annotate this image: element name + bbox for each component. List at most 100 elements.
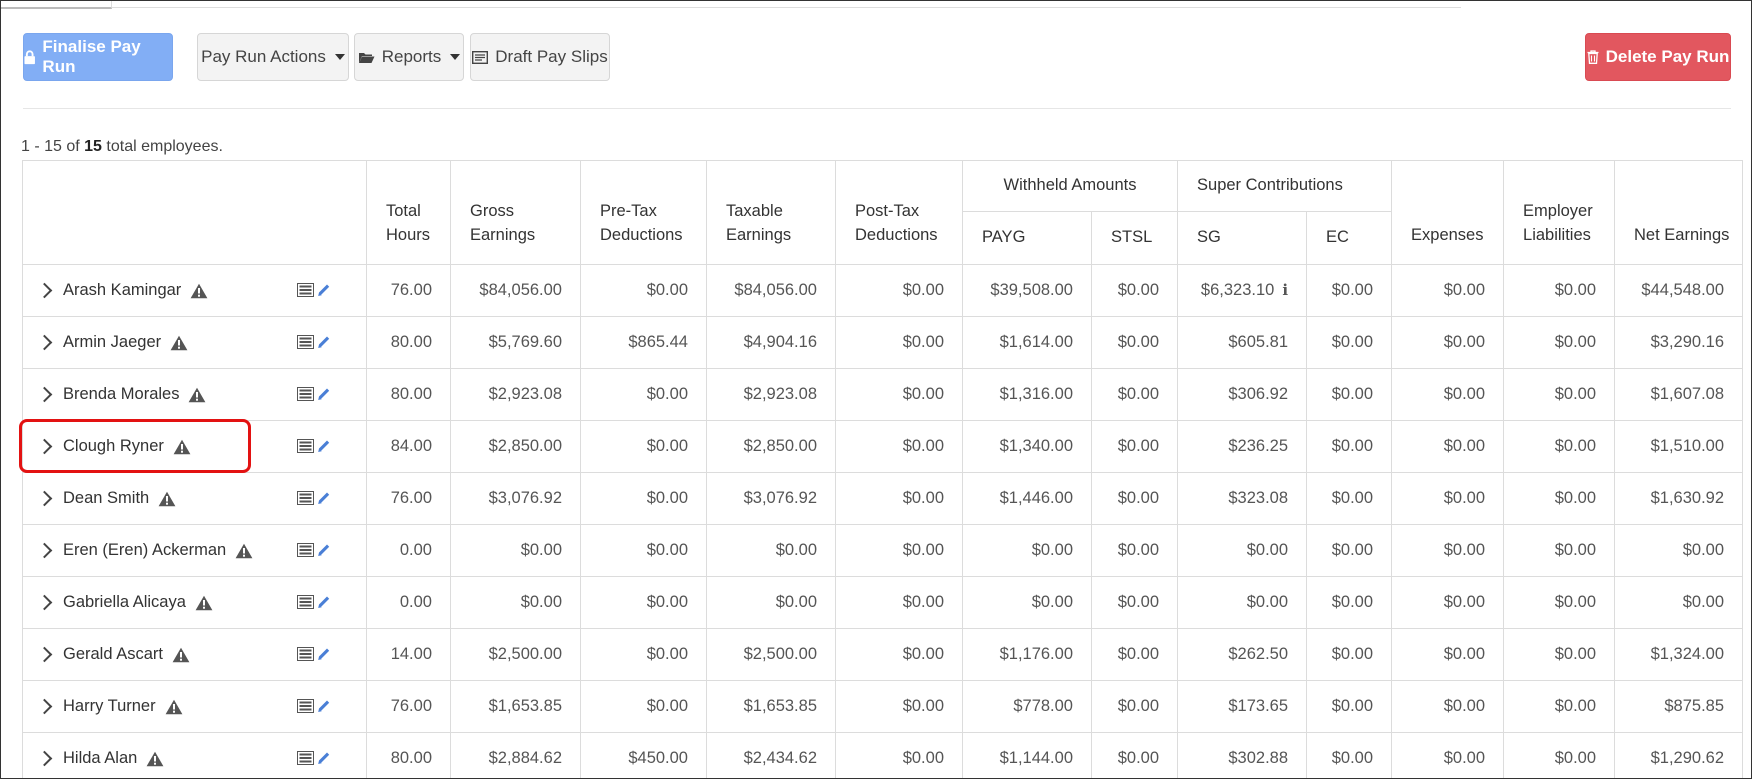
employee-name[interactable]: Dean Smith bbox=[63, 489, 150, 507]
chevron-right-icon[interactable] bbox=[36, 698, 53, 715]
payslip-icon[interactable] bbox=[297, 698, 314, 718]
employee-name[interactable]: Eren (Eren) Ackerman bbox=[63, 541, 227, 559]
gross-value: $2,923.08 bbox=[488, 385, 562, 403]
warning-icon[interactable] bbox=[158, 491, 176, 507]
stsl-value: $0.00 bbox=[1117, 385, 1160, 403]
warning-icon[interactable] bbox=[235, 543, 253, 559]
employee-name[interactable]: Armin Jaeger bbox=[63, 333, 162, 351]
chevron-right-icon[interactable] bbox=[36, 490, 53, 507]
payslip-icon[interactable] bbox=[297, 334, 314, 354]
posttax-cell: $0.00 bbox=[835, 628, 963, 681]
ec-cell: $0.00 bbox=[1306, 368, 1393, 421]
ec-cell: $0.00 bbox=[1306, 316, 1393, 369]
draft-pay-slips-button[interactable]: Draft Pay Slips bbox=[470, 33, 610, 81]
employee-name[interactable]: Harry Turner bbox=[63, 697, 156, 715]
chevron-right-icon[interactable] bbox=[36, 750, 53, 767]
tab-strip bbox=[1, 1, 1461, 9]
warning-icon[interactable] bbox=[172, 647, 190, 663]
employee-name-cell[interactable]: Harry Turner bbox=[22, 680, 367, 733]
warning-icon[interactable] bbox=[146, 751, 164, 767]
warning-icon[interactable] bbox=[190, 283, 208, 299]
warning-icon[interactable] bbox=[173, 439, 191, 455]
hours-value: 14.00 bbox=[390, 645, 432, 663]
employee-name-cell[interactable]: Gabriella Alicaya bbox=[22, 576, 367, 629]
gross-value: $0.00 bbox=[520, 541, 562, 559]
employee-name[interactable]: Gerald Ascart bbox=[63, 645, 163, 663]
employee-name-cell[interactable]: Arash Kamingar bbox=[22, 264, 367, 317]
employee-name[interactable]: Brenda Morales bbox=[63, 385, 180, 403]
hours-cell: 0.00 bbox=[366, 524, 451, 577]
taxable-cell: $2,850.00 bbox=[706, 420, 836, 473]
chevron-right-icon[interactable] bbox=[36, 438, 53, 455]
payslip-icon[interactable] bbox=[297, 282, 314, 302]
table-row[interactable]: Harry Turner 76.00 $1,653.85 $0.00 $1,653.85… bbox=[22, 680, 1744, 733]
edit-icon[interactable] bbox=[317, 334, 331, 354]
table-row[interactable]: Clough Ryner 84.00 $2,850.00 $0.00 $2,850.00… bbox=[22, 420, 1744, 473]
employee-name-cell[interactable]: Brenda Morales bbox=[22, 368, 367, 421]
payslip-icon[interactable] bbox=[297, 438, 314, 458]
edit-icon[interactable] bbox=[317, 750, 331, 770]
posttax-value: $0.00 bbox=[902, 437, 944, 455]
chevron-right-icon[interactable] bbox=[36, 334, 53, 351]
reports-dropdown[interactable]: Reports bbox=[354, 33, 464, 81]
edit-icon[interactable] bbox=[317, 282, 331, 302]
employee-name-cell[interactable]: Dean Smith bbox=[22, 472, 367, 525]
chevron-right-icon[interactable] bbox=[36, 386, 53, 403]
stsl-value: $0.00 bbox=[1117, 749, 1160, 767]
warning-icon[interactable] bbox=[195, 595, 213, 611]
table-row[interactable]: Arash Kamingar 76.00 $84,056.00 $0.00 $84,05… bbox=[22, 264, 1744, 317]
employee-name[interactable]: Arash Kamingar bbox=[63, 281, 182, 299]
table-row[interactable]: Armin Jaeger 80.00 $5,769.60 $865.44 $4,904.… bbox=[22, 316, 1744, 369]
edit-icon[interactable] bbox=[317, 646, 331, 666]
edit-icon[interactable] bbox=[317, 490, 331, 510]
chevron-right-icon[interactable] bbox=[36, 282, 53, 299]
table-row[interactable]: Gerald Ascart 14.00 $2,500.00 $0.00 $2,500.0… bbox=[22, 628, 1744, 681]
employee-name-cell[interactable]: Eren (Eren) Ackerman bbox=[22, 524, 367, 577]
payg-cell: $1,340.00 bbox=[962, 420, 1092, 473]
warning-icon[interactable] bbox=[170, 335, 188, 351]
warning-icon[interactable] bbox=[165, 699, 183, 715]
employee-name-cell[interactable]: Armin Jaeger bbox=[22, 316, 367, 369]
table-row[interactable]: Dean Smith 76.00 $3,076.92 $0.00 $3,076.92 $0… bbox=[22, 472, 1744, 525]
payslip-icon[interactable] bbox=[297, 386, 314, 406]
net-value: $1,607.08 bbox=[1650, 385, 1725, 403]
employee-name-cell[interactable]: Hilda Alan bbox=[22, 732, 367, 778]
table-row[interactable]: Hilda Alan 80.00 $2,884.62 $450.00 $2,434.62… bbox=[22, 732, 1744, 778]
edit-icon[interactable] bbox=[317, 386, 331, 406]
pay-run-actions-dropdown[interactable]: Pay Run Actions bbox=[197, 33, 349, 81]
posttax-cell: $0.00 bbox=[835, 472, 963, 525]
chevron-right-icon[interactable] bbox=[36, 646, 53, 663]
folder-icon bbox=[358, 52, 375, 63]
employee-name-cell[interactable]: Gerald Ascart bbox=[22, 628, 367, 681]
pretax-cell: $0.00 bbox=[580, 628, 707, 681]
payg-cell: $1,614.00 bbox=[962, 316, 1092, 369]
edit-icon[interactable] bbox=[317, 542, 331, 562]
table-row[interactable]: Eren (Eren) Ackerman 0.00 $0.00 $0.00 $0.00 $… bbox=[22, 524, 1744, 577]
net-cell: $1,324.00 bbox=[1614, 628, 1744, 681]
chevron-right-icon[interactable] bbox=[36, 594, 53, 611]
table-row[interactable]: Gabriella Alicaya 0.00 $0.00 $0.00 $0.00 $0.0… bbox=[22, 576, 1744, 629]
warning-icon[interactable] bbox=[188, 387, 206, 403]
payslip-icon[interactable] bbox=[297, 490, 314, 510]
employee-name[interactable]: Gabriella Alicaya bbox=[63, 593, 186, 611]
payg-value: $1,340.00 bbox=[999, 437, 1073, 455]
delete-pay-run-button[interactable]: Delete Pay Run bbox=[1585, 33, 1731, 81]
payslip-icon[interactable] bbox=[297, 750, 314, 770]
net-value: $875.85 bbox=[1664, 697, 1725, 715]
payslip-icon[interactable] bbox=[297, 646, 314, 666]
finalise-pay-run-button[interactable]: Finalise Pay Run bbox=[23, 33, 173, 81]
edit-icon[interactable] bbox=[317, 438, 331, 458]
posttax-cell: $0.00 bbox=[835, 576, 963, 629]
table-row[interactable]: Brenda Morales 80.00 $2,923.08 $0.00 $2,923.… bbox=[22, 368, 1744, 421]
payslip-icon[interactable] bbox=[297, 542, 314, 562]
chevron-right-icon[interactable] bbox=[36, 542, 53, 559]
edit-icon[interactable] bbox=[317, 698, 331, 718]
info-icon[interactable]: i bbox=[1282, 281, 1289, 299]
employee-name[interactable]: Clough Ryner bbox=[63, 437, 164, 455]
gross-cell: $84,056.00 bbox=[450, 264, 581, 317]
employee-name-cell[interactable]: Clough Ryner bbox=[22, 420, 367, 473]
payslip-icon[interactable] bbox=[297, 594, 314, 614]
ec-cell: $0.00 bbox=[1306, 576, 1393, 629]
employee-name[interactable]: Hilda Alan bbox=[63, 749, 138, 767]
edit-icon[interactable] bbox=[317, 594, 331, 614]
